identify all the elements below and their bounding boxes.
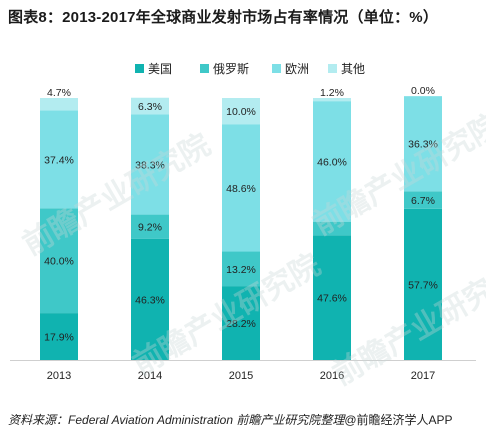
- data-label: 6.3%: [138, 101, 162, 113]
- data-label: 46.0%: [317, 156, 347, 168]
- data-label: 36.3%: [408, 139, 438, 151]
- legend-swatch: [272, 63, 281, 73]
- data-label: 28.2%: [226, 318, 256, 330]
- x-tick-label: 2017: [411, 370, 435, 382]
- x-tick-label: 2015: [229, 370, 253, 382]
- bar-segment: [40, 98, 78, 111]
- bar-segment: [222, 98, 260, 125]
- legend-swatch: [328, 63, 337, 73]
- data-label: 46.3%: [135, 294, 165, 306]
- bar-segment: [222, 124, 260, 252]
- legend-label: 其他: [341, 61, 366, 76]
- data-label: 37.4%: [44, 154, 74, 166]
- legend-label: 俄罗斯: [213, 61, 250, 76]
- legend-swatch: [200, 63, 209, 73]
- bar-segment: [404, 96, 442, 192]
- bar-segment: [222, 286, 260, 360]
- legend-item: 欧洲: [272, 60, 309, 76]
- x-tick-label: 2014: [138, 370, 162, 382]
- bar-segment: [404, 191, 442, 209]
- data-label: 0.0%: [411, 85, 435, 97]
- bar-segment: [313, 98, 351, 102]
- legend-item: 俄罗斯: [200, 60, 249, 76]
- bar-segment: [313, 235, 351, 360]
- legend: 美国 俄罗斯 欧洲 其他: [0, 60, 486, 76]
- bar-segment: [40, 313, 78, 360]
- legend-label: 欧洲: [285, 61, 310, 76]
- bar-segment: [313, 221, 351, 236]
- bar-segment: [131, 238, 169, 360]
- data-label: 47.6%: [317, 293, 347, 305]
- data-label: 13.2%: [226, 264, 256, 276]
- bar-segment: [131, 114, 169, 215]
- bar-segment: [222, 251, 260, 287]
- source-label: 资料来源：: [8, 413, 69, 427]
- legend-swatch: [135, 63, 144, 73]
- x-tick-label: 2013: [47, 370, 71, 382]
- legend-label: 美国: [148, 61, 173, 76]
- bar-segment: [40, 208, 78, 314]
- data-label: 1.2%: [320, 87, 344, 99]
- data-label: 38.3%: [135, 159, 165, 171]
- source-note: 资料来源：Federal Aviation Administration 前瞻产…: [8, 411, 453, 428]
- legend-item: 美国: [135, 60, 172, 76]
- data-label: 6.7%: [411, 195, 435, 207]
- bar-segment: [131, 214, 169, 239]
- x-tick-label: 2016: [320, 370, 344, 382]
- data-label: 17.9%: [44, 332, 74, 344]
- data-label: 9.2%: [138, 222, 162, 234]
- data-label: 10.0%: [226, 106, 256, 118]
- data-label: 4.7%: [47, 87, 71, 99]
- chart-title: 图表8：2013-2017年全球商业发射市场占有率情况（单位：%）: [8, 9, 439, 26]
- data-label: 40.0%: [44, 256, 74, 268]
- bar-segment: [40, 110, 78, 209]
- data-label: 48.6%: [226, 183, 256, 195]
- data-label: 57.7%: [408, 279, 438, 291]
- legend-item: 其他: [328, 60, 365, 76]
- bar-segment: [313, 101, 351, 222]
- bar-segment: [404, 208, 442, 360]
- source-brand: @前瞻经济学人APP: [344, 413, 453, 427]
- source-text: Federal Aviation Administration 前瞻产业研究院整…: [68, 413, 345, 427]
- bar-segment: [131, 97, 169, 115]
